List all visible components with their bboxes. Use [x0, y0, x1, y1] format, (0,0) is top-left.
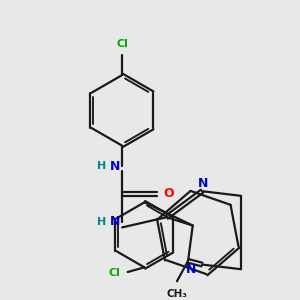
Text: Cl: Cl: [109, 268, 121, 278]
Text: H: H: [97, 161, 106, 171]
Text: N: N: [110, 215, 120, 228]
Text: CH₃: CH₃: [167, 289, 188, 299]
Text: O: O: [163, 188, 174, 200]
Text: Cl: Cl: [116, 39, 128, 49]
Text: N: N: [110, 160, 120, 172]
Text: N: N: [198, 177, 208, 190]
Text: N: N: [186, 263, 196, 276]
Text: H: H: [97, 217, 106, 227]
